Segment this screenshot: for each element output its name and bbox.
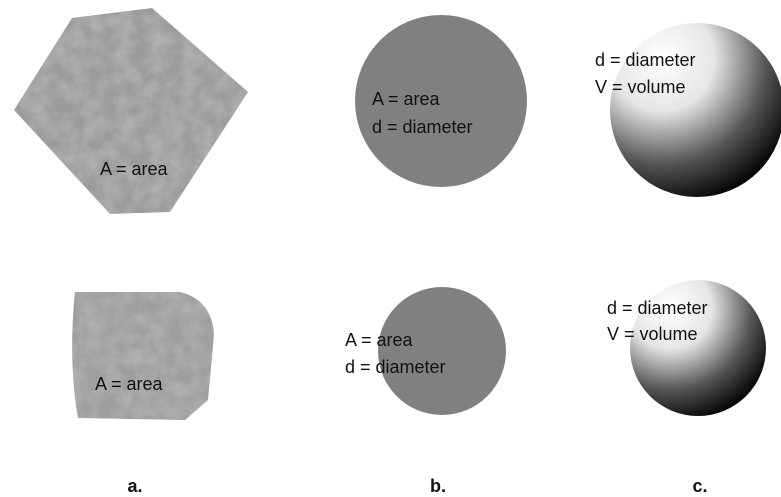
rock-top bbox=[14, 8, 248, 214]
label: d = diameter bbox=[607, 298, 708, 318]
label: A = area bbox=[95, 374, 164, 394]
label: d = diameter bbox=[372, 117, 473, 137]
label: A = area bbox=[100, 159, 169, 179]
column-label: b. bbox=[430, 476, 446, 496]
label: d = diameter bbox=[345, 357, 446, 377]
column-label: a. bbox=[127, 476, 142, 496]
column-label: c. bbox=[692, 476, 707, 496]
label: V = volume bbox=[595, 77, 686, 97]
diagram: A = area A = area A = area d = diameter … bbox=[0, 0, 781, 497]
label: A = area bbox=[345, 330, 414, 350]
label: V = volume bbox=[607, 324, 698, 344]
circle bbox=[378, 287, 506, 415]
label: A = area bbox=[372, 89, 441, 109]
label: d = diameter bbox=[595, 50, 696, 70]
rock-bottom bbox=[72, 292, 214, 420]
